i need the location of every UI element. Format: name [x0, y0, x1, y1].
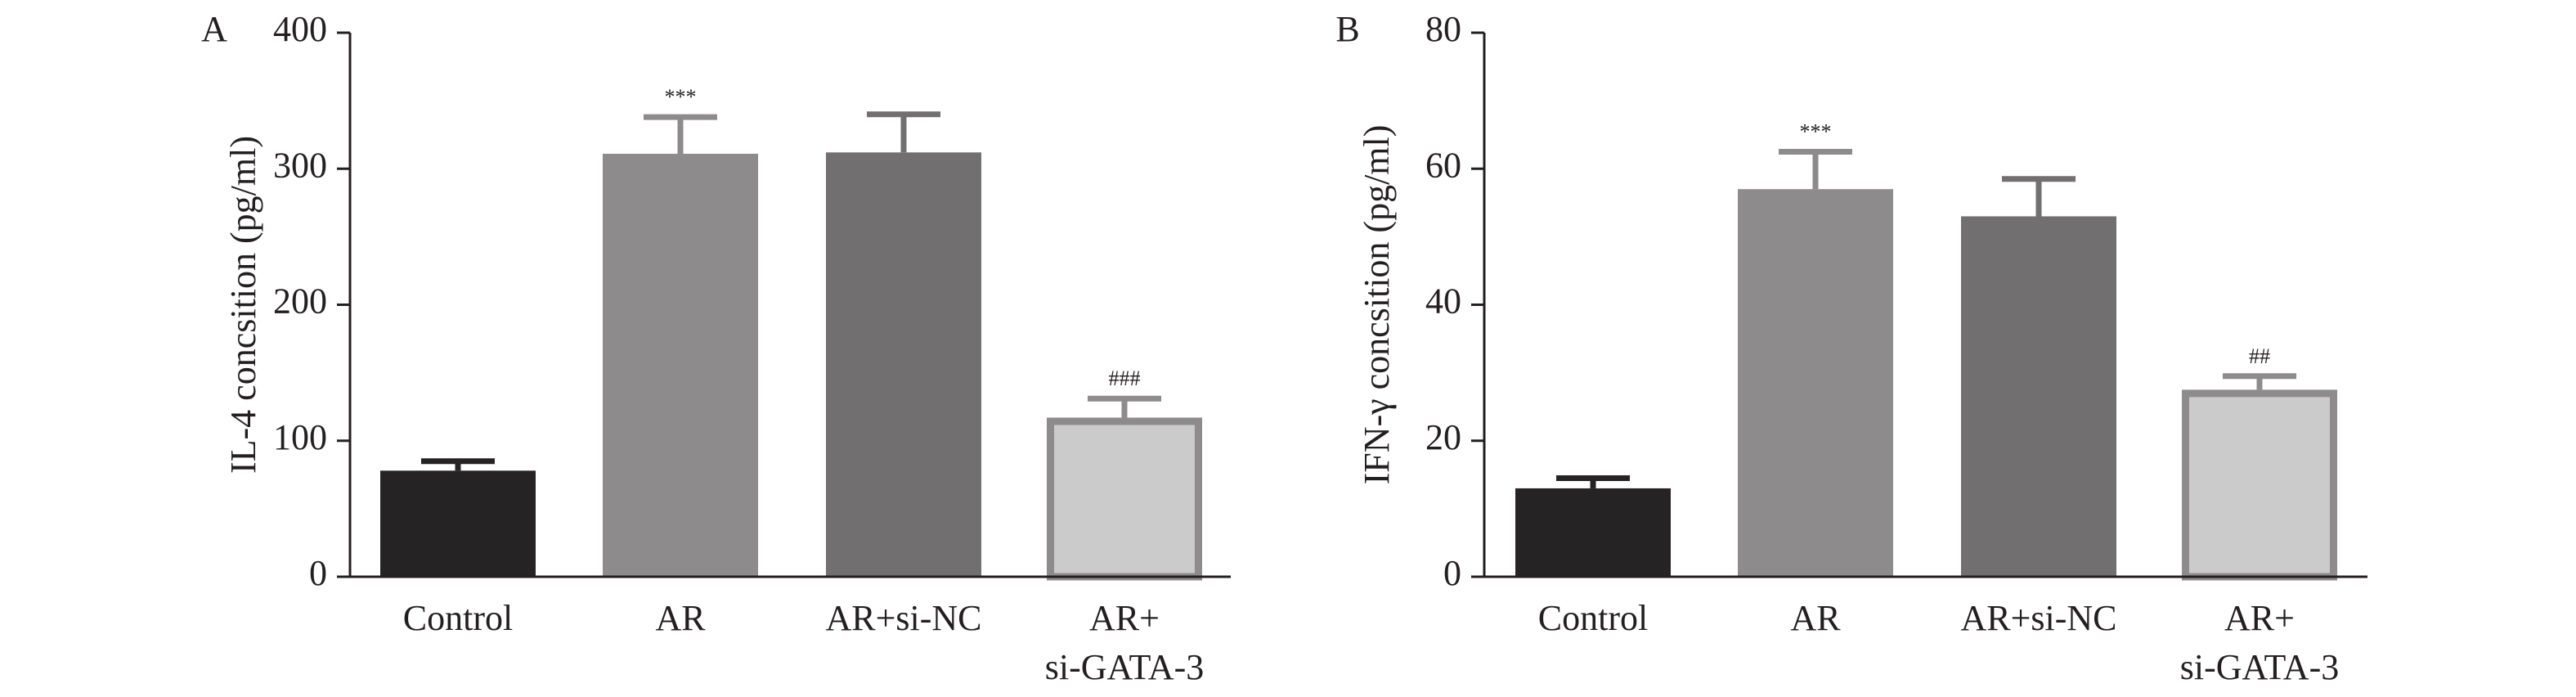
x-tick-label: AR+ [1089, 598, 1160, 638]
bar-control [380, 470, 536, 577]
x-tick-label: Control [403, 598, 513, 638]
x-tick-label: AR+si-NC [1960, 598, 2116, 638]
y-tick-label: 80 [1425, 9, 1461, 49]
bar-ar-si-nc [826, 152, 981, 578]
x-tick-label: si-GATA-3 [2180, 647, 2339, 687]
bar-ar-si-gata-3 [2182, 389, 2337, 581]
x-tick-label: AR [1790, 598, 1841, 638]
y-axis-label: IL-4 concsition (pg/ml) [223, 136, 263, 474]
y-tick-label: 0 [1443, 553, 1461, 593]
chart-panel-b: B IFN-γ concsition (pg/ml) Control *** AR AR+… [1335, 9, 2367, 687]
bar-ar-si-nc [1961, 216, 2116, 577]
y-tick-label: 400 [273, 9, 327, 49]
x-tick-label: AR+si-NC [825, 598, 981, 638]
significance-marker: ## [2249, 344, 2270, 368]
panel-label: B [1335, 9, 1359, 49]
y-tick-label: 200 [273, 281, 327, 322]
y-tick-label: 60 [1425, 145, 1461, 185]
bar-control [1515, 488, 1671, 577]
y-tick-label: 100 [273, 417, 327, 457]
chart-panel-a: AIL-4 concsition (pg/ml)Control***AR AR+s… [201, 9, 1231, 687]
significance-marker: *** [665, 85, 697, 109]
bar-ar [603, 153, 758, 577]
significance-marker: ### [1109, 366, 1141, 390]
x-tick-label: si-GATA-3 [1045, 647, 1204, 687]
y-tick-label: 40 [1425, 281, 1461, 322]
bar-ar-si-gata-3 [1047, 417, 1202, 581]
y-tick-label: 20 [1425, 417, 1461, 457]
bar-ar [1738, 189, 1893, 577]
x-tick-label: Control [1538, 598, 1648, 638]
y-tick-label: 0 [309, 553, 327, 593]
y-axis-label: IFN-γ concsition (pg/ml) [1357, 125, 1397, 485]
panel-label: A [201, 9, 227, 49]
significance-marker: *** [1800, 119, 1832, 143]
x-tick-label: AR [655, 598, 706, 638]
y-tick-label: 300 [273, 145, 327, 185]
x-tick-label: AR+ [2224, 598, 2295, 638]
